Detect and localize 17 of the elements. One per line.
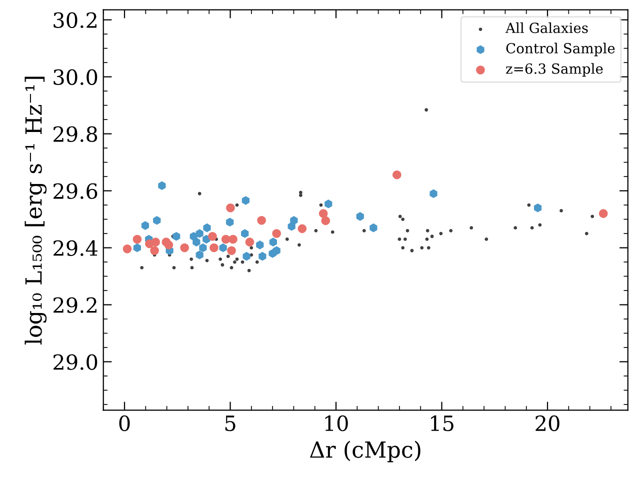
legend-label: Control Sample [506, 42, 615, 56]
x-tick-label: 5 [225, 416, 236, 432]
x-tick-label: 0 [119, 415, 130, 432]
legend-label: All Galaxies [505, 22, 588, 34]
y-tick-label: 29.8 [54, 126, 98, 142]
x-tick-label: 20 [536, 415, 560, 432]
x-tick-label: 10 [325, 415, 348, 432]
x-axis-title: Δr (cMpc) [310, 440, 420, 462]
y-tick-label: 30.0 [54, 69, 98, 86]
y-tick-label: 30.2 [54, 12, 96, 28]
legend-label: z=6.3 Sample [506, 63, 603, 77]
x-tick-label: 15 [431, 415, 454, 432]
y-tick-label: 29.4 [54, 240, 98, 256]
y-tick-label: 29.0 [54, 354, 98, 370]
y-tick-label: 29.6 [54, 183, 98, 199]
y-tick-label: 29.2 [54, 297, 96, 313]
y-axis-title: log₁₀ L₁₅₀₀ [erg s⁻¹ Hz⁻¹] [24, 76, 47, 345]
